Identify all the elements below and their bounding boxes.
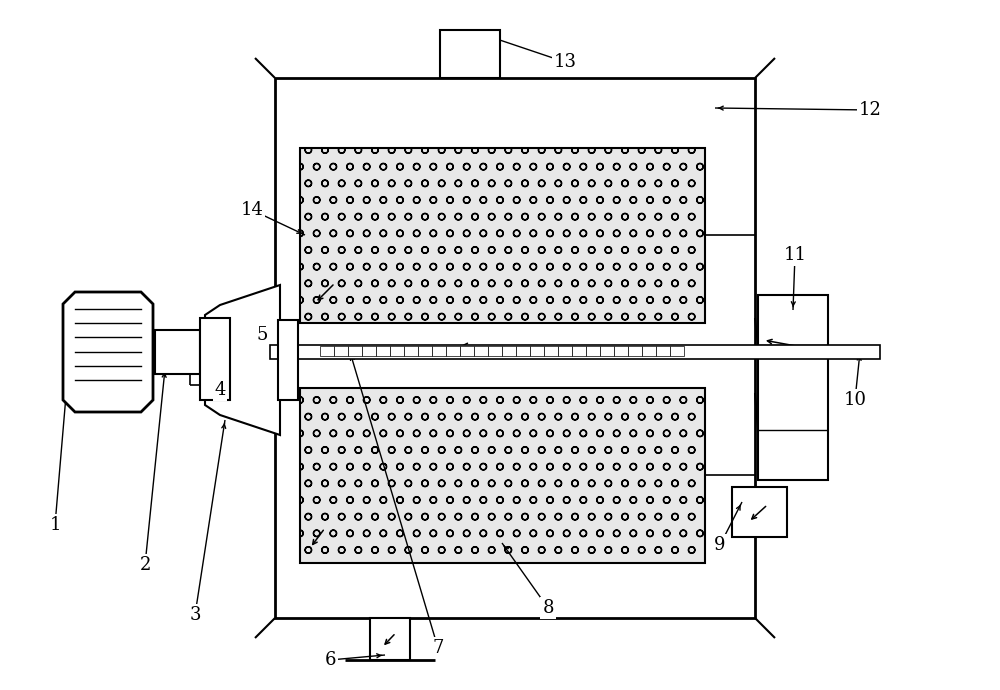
Polygon shape [155, 330, 200, 374]
Polygon shape [446, 346, 460, 356]
Polygon shape [362, 346, 376, 356]
Polygon shape [732, 487, 787, 537]
Text: 9: 9 [714, 536, 726, 554]
Text: 11: 11 [784, 246, 806, 264]
Polygon shape [404, 346, 418, 356]
Polygon shape [270, 345, 880, 359]
Polygon shape [488, 346, 502, 356]
Polygon shape [334, 346, 348, 356]
Text: 5: 5 [256, 326, 268, 344]
Text: 7: 7 [432, 639, 444, 657]
Text: 3: 3 [189, 606, 201, 624]
Polygon shape [205, 285, 280, 435]
Polygon shape [670, 346, 684, 356]
Polygon shape [755, 347, 865, 357]
Polygon shape [614, 346, 628, 356]
Polygon shape [558, 346, 572, 356]
Polygon shape [474, 346, 488, 356]
Polygon shape [300, 148, 705, 323]
Text: 6: 6 [324, 651, 336, 669]
Polygon shape [200, 318, 230, 400]
Polygon shape [370, 618, 410, 660]
Polygon shape [642, 346, 656, 356]
Polygon shape [516, 346, 530, 356]
Polygon shape [300, 388, 705, 563]
Text: 4: 4 [214, 381, 226, 399]
Polygon shape [376, 346, 390, 356]
Polygon shape [440, 30, 500, 78]
Polygon shape [460, 346, 474, 356]
Polygon shape [502, 346, 516, 356]
Polygon shape [275, 78, 755, 618]
Text: 12: 12 [859, 101, 881, 119]
Text: 13: 13 [554, 53, 576, 71]
Polygon shape [278, 320, 298, 400]
Polygon shape [63, 292, 153, 412]
Text: 2: 2 [139, 556, 151, 574]
Polygon shape [544, 346, 558, 356]
Polygon shape [320, 346, 334, 356]
Polygon shape [432, 346, 446, 356]
Polygon shape [418, 346, 432, 356]
Text: 10: 10 [844, 391, 866, 409]
Text: 14: 14 [241, 201, 263, 219]
Polygon shape [758, 295, 828, 480]
Polygon shape [572, 346, 586, 356]
Polygon shape [390, 346, 404, 356]
Polygon shape [530, 346, 544, 356]
Polygon shape [656, 346, 670, 356]
Text: 1: 1 [49, 516, 61, 534]
Polygon shape [628, 346, 642, 356]
Text: 8: 8 [542, 599, 554, 617]
Polygon shape [600, 346, 614, 356]
Polygon shape [586, 346, 600, 356]
Polygon shape [348, 346, 362, 356]
